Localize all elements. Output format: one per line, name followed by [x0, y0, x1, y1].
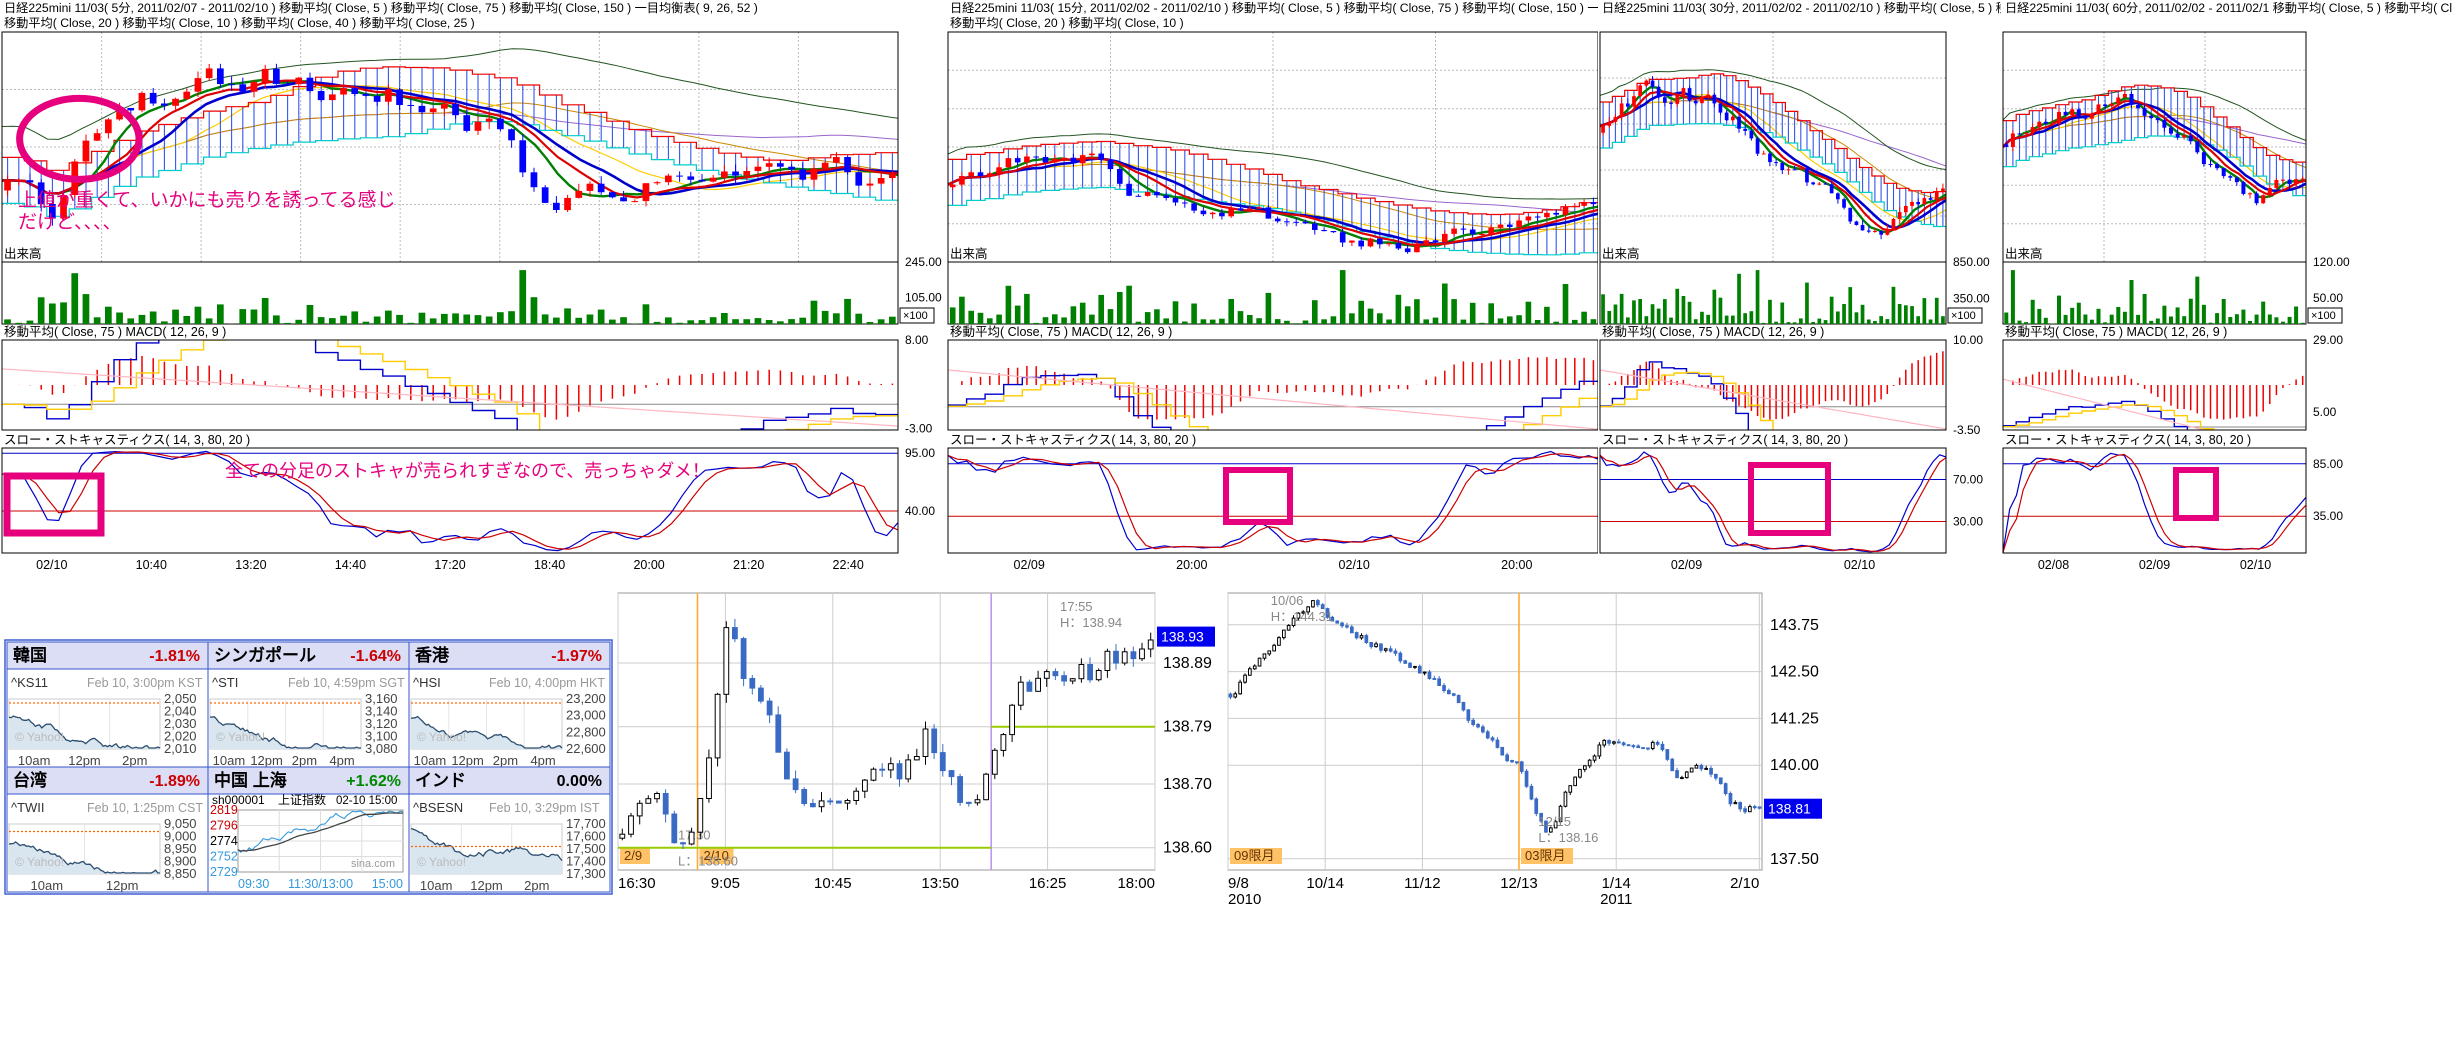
svg-text:5.00: 5.00: [2313, 405, 2337, 419]
svg-text:02/10: 02/10: [36, 558, 67, 572]
svg-text:スロー・ストキャスティクス( 14, 3, 80, 20 ): スロー・ストキャスティクス( 14, 3, 80, 20 ): [950, 433, 1196, 447]
svg-text:140.00: 140.00: [1770, 757, 1819, 774]
svg-text:30.00: 30.00: [1953, 515, 1983, 529]
svg-text:350.00: 350.00: [1953, 292, 1990, 306]
svg-text:日経225mini 11/03( 5分, 2011/02/0: 日経225mini 11/03( 5分, 2011/02/07 - 2011/0…: [4, 1, 758, 15]
svg-text:02/10: 02/10: [1844, 558, 1875, 572]
svg-text:×100: ×100: [1951, 310, 1976, 322]
svg-text:40.00: 40.00: [905, 504, 935, 518]
svg-text:2/9: 2/9: [624, 848, 642, 863]
svg-text:10:45: 10:45: [814, 875, 852, 892]
svg-text:日経225mini 11/03( 60分, 2011/02/: 日経225mini 11/03( 60分, 2011/02/02 - 2011/…: [2005, 1, 2452, 15]
svg-text:移動平均( Close, 75 ) MACD( 12,: 移動平均( Close, 75 ) MACD( 12, 26, 9 ): [1602, 325, 1824, 339]
svg-text:850.00: 850.00: [1953, 255, 1990, 269]
svg-text:出来高: 出来高: [950, 246, 988, 261]
svg-text:142.50: 142.50: [1770, 664, 1819, 681]
svg-text:141.25: 141.25: [1770, 710, 1819, 727]
svg-text:138.70: 138.70: [1163, 776, 1212, 793]
svg-text:95.00: 95.00: [905, 446, 935, 460]
svg-text:138.60: 138.60: [1163, 840, 1212, 857]
svg-text:16:25: 16:25: [1029, 875, 1067, 892]
svg-text:-3.00: -3.00: [905, 421, 933, 435]
svg-text:出来高: 出来高: [2005, 246, 2043, 261]
svg-text:35.00: 35.00: [2313, 509, 2343, 523]
svg-text:02/10: 02/10: [1339, 558, 1370, 572]
svg-text:10:40: 10:40: [136, 558, 167, 572]
svg-text:出来高: 出来高: [1602, 246, 1640, 261]
svg-text:スロー・ストキャスティクス( 14, 3, 80, 20 ): スロー・ストキャスティクス( 14, 3, 80, 20 ): [4, 433, 250, 447]
svg-text:245.00: 245.00: [905, 255, 942, 269]
svg-text:02/08: 02/08: [2038, 558, 2069, 572]
svg-text:L：138.60: L：138.60: [678, 854, 738, 869]
svg-text:22:40: 22:40: [833, 558, 864, 572]
svg-text:02/09: 02/09: [1671, 558, 1702, 572]
svg-text:2/10: 2/10: [1730, 875, 1759, 892]
svg-text:10/06: 10/06: [1271, 593, 1304, 608]
svg-text:移動平均( Close, 20 ) 移動平均( Clos: 移動平均( Close, 20 ) 移動平均( Close, 10 ): [950, 16, 1184, 30]
svg-text:-3.50: -3.50: [1953, 423, 1981, 437]
svg-text:02/09: 02/09: [1014, 558, 1045, 572]
svg-text:17:55: 17:55: [1060, 599, 1093, 614]
svg-text:H：144.31: H：144.31: [1271, 609, 1333, 624]
svg-text:18:00: 18:00: [1117, 875, 1155, 892]
svg-text:143.75: 143.75: [1770, 617, 1819, 634]
svg-text:85.00: 85.00: [2313, 457, 2343, 471]
svg-text:138.93: 138.93: [1161, 629, 1204, 645]
svg-text:50.00: 50.00: [2313, 291, 2343, 305]
svg-text:14:40: 14:40: [335, 558, 366, 572]
svg-text:移動平均( Close, 75 ) MACD( 12,: 移動平均( Close, 75 ) MACD( 12, 26, 9 ): [4, 325, 226, 339]
svg-text:12/13: 12/13: [1500, 875, 1538, 892]
svg-text:10.00: 10.00: [1953, 333, 1983, 347]
svg-text:11/12: 11/12: [1404, 875, 1440, 892]
svg-text:02/10: 02/10: [2240, 558, 2271, 572]
svg-text:13:20: 13:20: [235, 558, 266, 572]
svg-text:21:20: 21:20: [733, 558, 764, 572]
svg-text:12/15: 12/15: [1538, 814, 1571, 829]
svg-text:移動平均( Close, 75 ) MACD( 12,: 移動平均( Close, 75 ) MACD( 12, 26, 9 ): [950, 325, 1172, 339]
svg-text:13:50: 13:50: [921, 875, 959, 892]
svg-text:日経225mini 11/03( 15分, 2011/02/: 日経225mini 11/03( 15分, 2011/02/02 - 2011/…: [950, 1, 1711, 15]
svg-text:8.00: 8.00: [905, 333, 929, 347]
svg-text:20:00: 20:00: [633, 558, 664, 572]
svg-text:2010: 2010: [1228, 891, 1261, 908]
svg-text:9:05: 9:05: [711, 875, 740, 892]
svg-text:29.00: 29.00: [2313, 333, 2343, 347]
svg-text:9/8: 9/8: [1228, 875, 1249, 892]
svg-text:09限月: 09限月: [1234, 848, 1274, 863]
svg-text:全ての分足のストキャが売られすぎなので、売っちゃダメ！: 全ての分足のストキャが売られすぎなので、売っちゃダメ！: [225, 461, 710, 481]
svg-text:2011: 2011: [1600, 891, 1632, 908]
svg-text:138.89: 138.89: [1163, 655, 1212, 672]
svg-text:70.00: 70.00: [1953, 473, 1983, 487]
svg-text:10/14: 10/14: [1306, 875, 1344, 892]
svg-text:138.81: 138.81: [1768, 801, 1811, 817]
svg-text:20:00: 20:00: [1501, 558, 1532, 572]
svg-text:138.79: 138.79: [1163, 719, 1212, 736]
svg-text:03限月: 03限月: [1525, 848, 1565, 863]
svg-text:17:20: 17:20: [434, 558, 465, 572]
svg-text:105.00: 105.00: [905, 290, 942, 304]
svg-text:02/09: 02/09: [2139, 558, 2170, 572]
svg-text:上値が重くて、いかにも売りを誘ってる感じ: 上値が重くて、いかにも売りを誘ってる感じ: [18, 189, 396, 211]
svg-text:×100: ×100: [2311, 310, 2336, 322]
svg-text:120.00: 120.00: [2313, 255, 2350, 269]
svg-text:移動平均( Close, 20 ) 移動平均( Clos: 移動平均( Close, 20 ) 移動平均( Close, 10 ) 移動平均…: [4, 16, 475, 30]
svg-text:スロー・ストキャスティクス( 14, 3, 80, 20 ): スロー・ストキャスティクス( 14, 3, 80, 20 ): [1602, 433, 1848, 447]
svg-text:18:40: 18:40: [534, 558, 565, 572]
svg-text:1/14: 1/14: [1602, 875, 1631, 892]
svg-text:16:30: 16:30: [618, 875, 656, 892]
svg-text:だけど、、、、: だけど、、、、: [18, 211, 122, 233]
svg-text:出来高: 出来高: [4, 246, 42, 261]
svg-text:H：138.94: H：138.94: [1060, 615, 1122, 630]
svg-text:137.50: 137.50: [1770, 851, 1819, 868]
svg-text:L：138.16: L：138.16: [1538, 830, 1598, 845]
svg-text:移動平均( Close, 75 ) MACD( 12,: 移動平均( Close, 75 ) MACD( 12, 26, 9 ): [2005, 325, 2227, 339]
svg-text:×100: ×100: [903, 310, 928, 322]
svg-text:20:00: 20:00: [1176, 558, 1207, 572]
svg-text:スロー・ストキャスティクス( 14, 3, 80, 20 ): スロー・ストキャスティクス( 14, 3, 80, 20 ): [2005, 433, 2251, 447]
